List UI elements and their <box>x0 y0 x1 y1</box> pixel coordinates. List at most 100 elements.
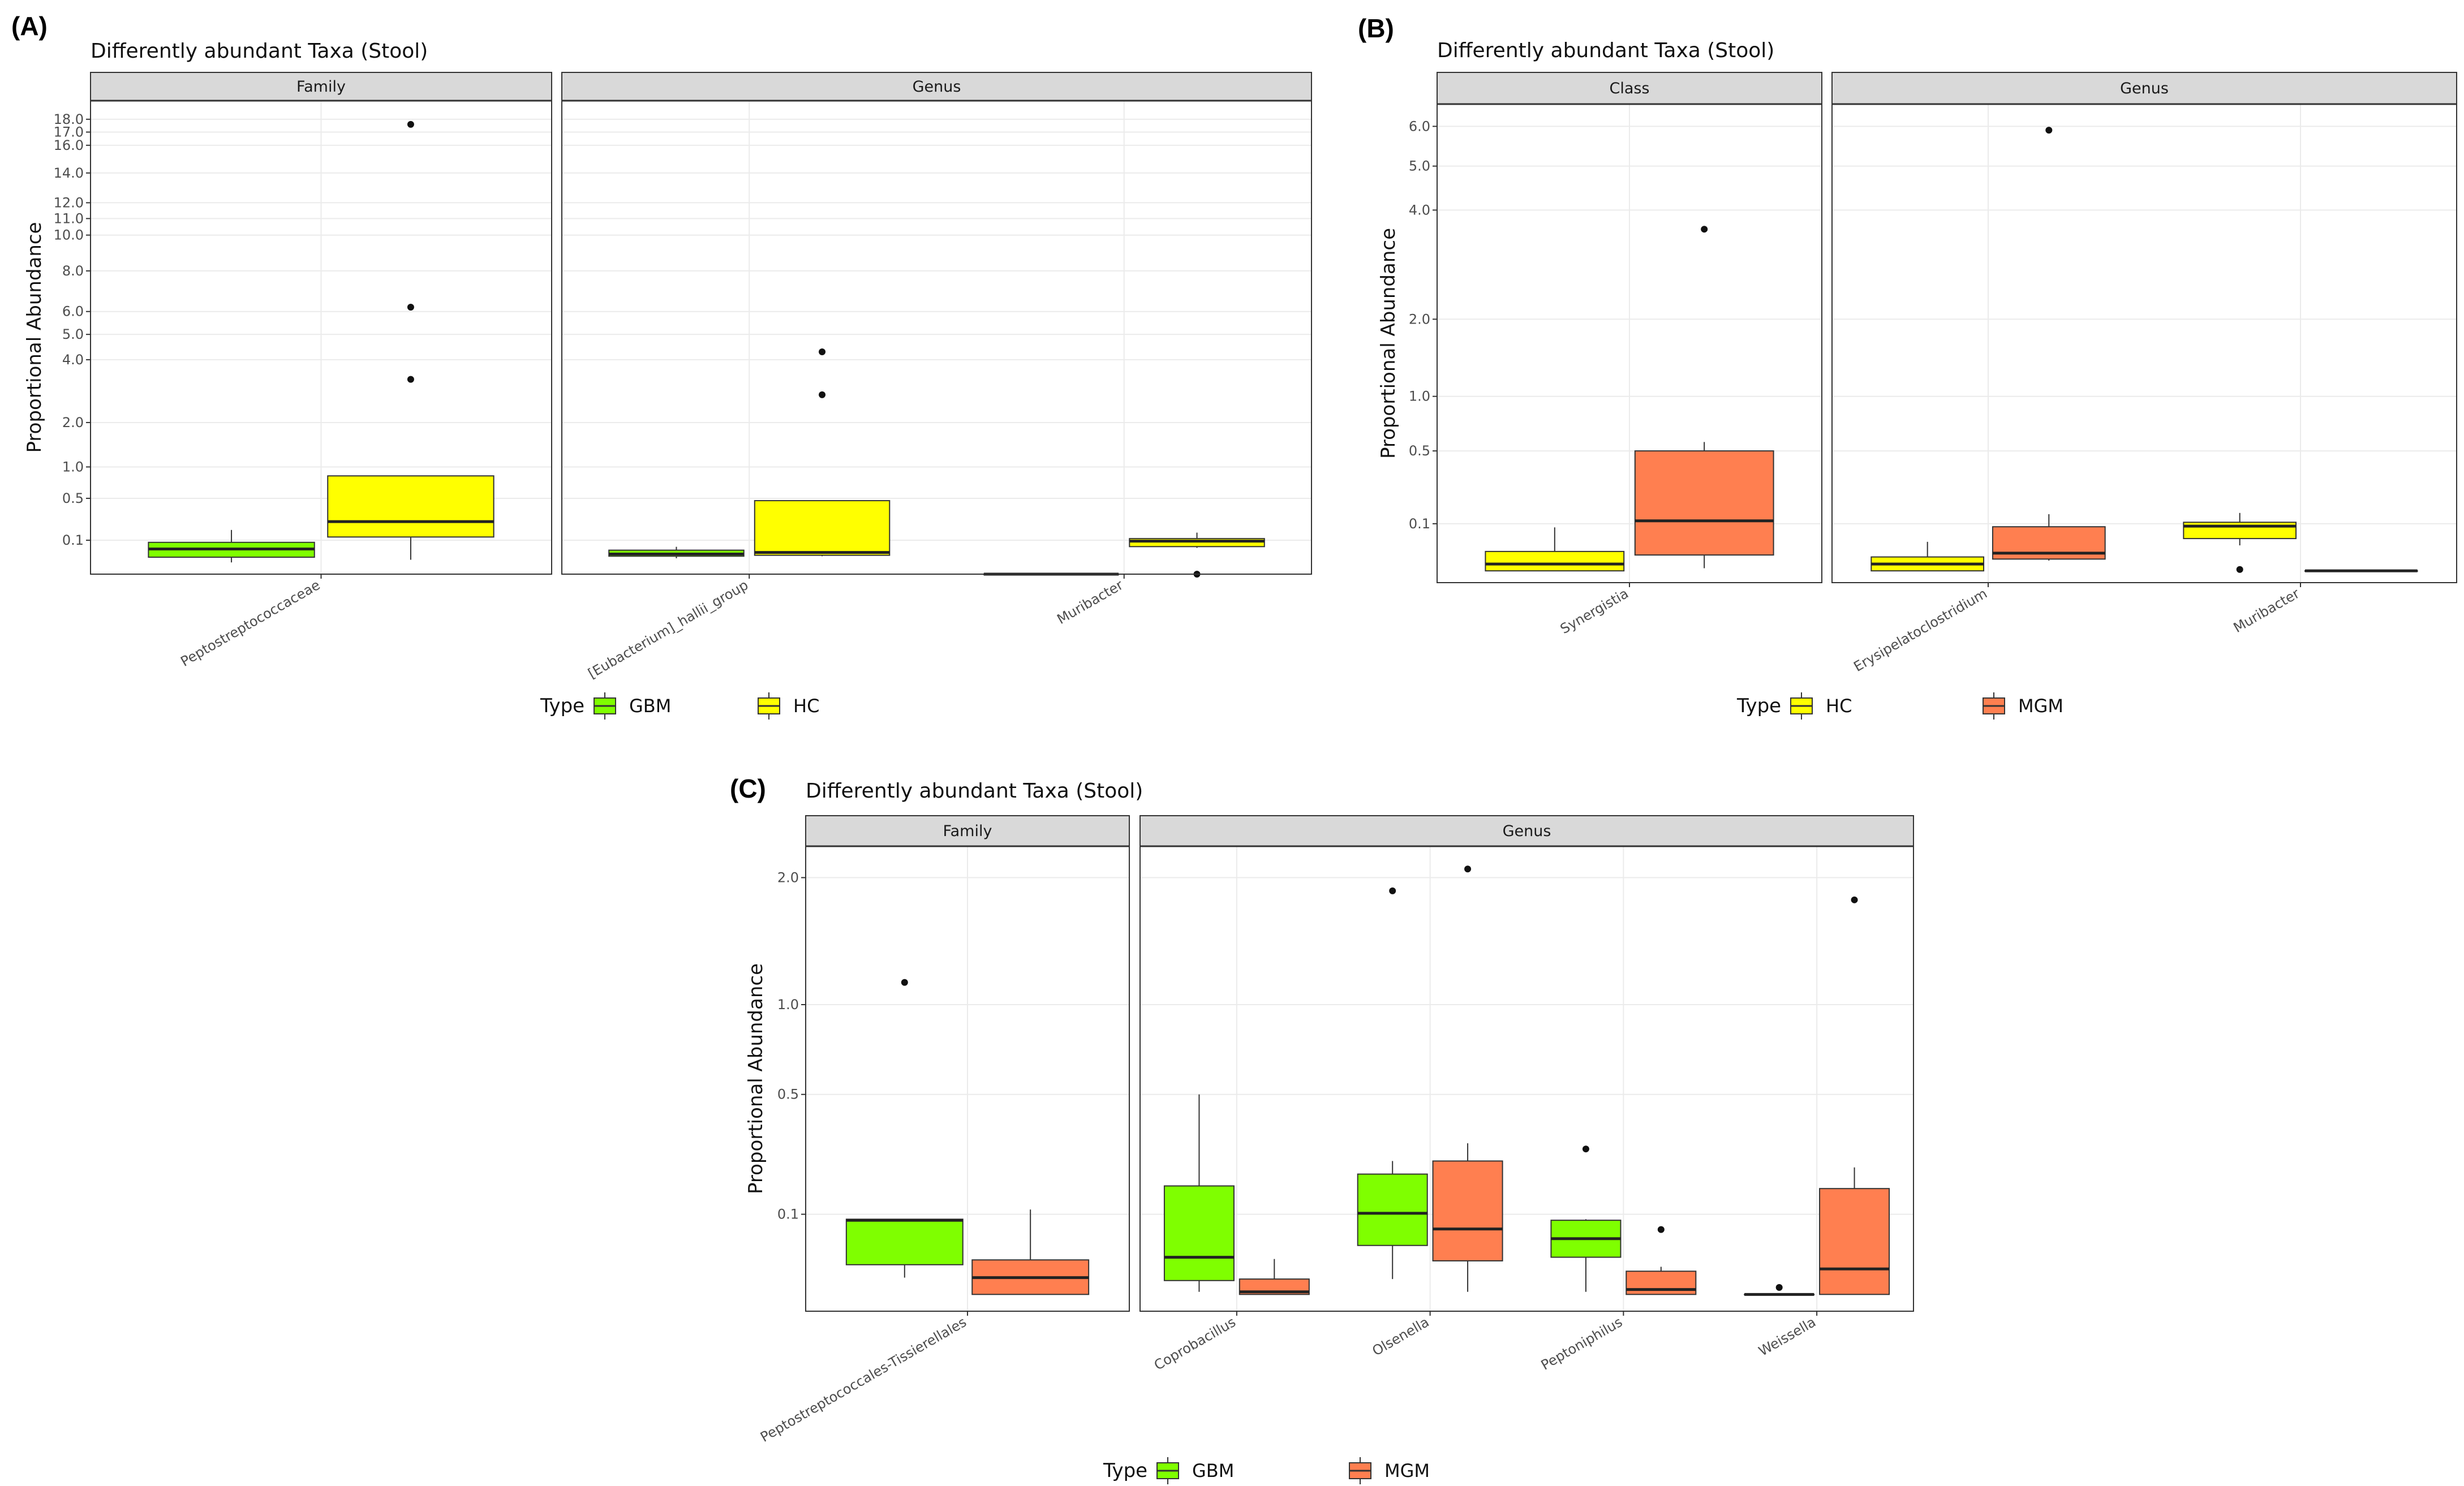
box-mgm <box>1634 226 1774 568</box>
box-gbm <box>1744 1284 1815 1296</box>
box-body <box>754 500 891 556</box>
box-body <box>1432 1160 1503 1261</box>
facet-strip <box>90 72 552 101</box>
plot-background <box>1832 104 2457 583</box>
y-tick-label: 1.0 <box>1409 389 1430 404</box>
box-hc <box>1870 541 1985 572</box>
box-gbm <box>148 529 315 563</box>
box-hc <box>754 348 891 557</box>
x-tick-label: Peptostreptococcaceae <box>178 577 322 670</box>
facet-strip-label: Family <box>296 78 346 96</box>
y-tick-label: 17.0 <box>54 124 84 140</box>
box-mgm <box>1819 896 1890 1295</box>
facet-strip <box>1831 72 2457 105</box>
legend-label-gbm: GBM <box>1192 1460 1234 1481</box>
y-tick-label: 0.5 <box>1409 443 1430 459</box>
outlier-point <box>407 376 414 383</box>
box-body <box>1819 1188 1890 1295</box>
y-tick-label: 5.0 <box>62 326 84 342</box>
outlier-point <box>1582 1145 1589 1153</box>
y-tick-label: 10.0 <box>54 227 84 243</box>
box-body <box>1485 550 1625 572</box>
panel-letter: (B) <box>1358 14 1394 43</box>
box-body <box>1634 450 1774 556</box>
y-axis-label: Proportional Abundance <box>745 963 767 1194</box>
facet-strip <box>805 815 1130 847</box>
facet-family: Family Peptostreptococcales-Tissierellale… <box>758 815 1130 1445</box>
outlier-point <box>1389 887 1396 894</box>
y-tick-label: 1.0 <box>62 459 84 475</box>
legend-label-mgm: MGM <box>1384 1460 1430 1481</box>
facet-family: Family Peptostreptococcaceae <box>90 72 552 670</box>
x-tick-label: [Eubacterium]_hallii_group <box>586 577 751 682</box>
y-tick-label: 4.0 <box>1409 202 1430 218</box>
box-gbm <box>1163 1094 1235 1292</box>
x-tick-label: Erysipelatoclostridium <box>1851 585 1990 675</box>
y-tick-label: 16.0 <box>54 137 84 153</box>
box-mgm <box>971 1209 1090 1295</box>
facet-genus: Genus [Eubacterium]_hallii_group Muribacte… <box>561 72 1312 682</box>
box-body <box>1357 1173 1428 1246</box>
outlier-point <box>1775 1284 1783 1291</box>
y-axis-label: Proportional Abundance <box>23 222 46 453</box>
y-tick-label: 0.1 <box>777 1207 799 1222</box>
facet-strip-label: Genus <box>1503 822 1551 840</box>
y-tick-label: 8.0 <box>62 263 84 279</box>
box-gbm <box>1550 1145 1622 1292</box>
y-tick-label: 18.0 <box>54 111 84 127</box>
y-tick-label: 2.0 <box>777 869 799 885</box>
outlier-point <box>901 979 908 986</box>
box-mgm <box>1432 865 1503 1292</box>
facet-genus: Genus Erysipelatoclostridium Muribacter <box>1831 72 2457 675</box>
facet-strip <box>561 72 1312 101</box>
facet-strip-label: Genus <box>913 78 961 96</box>
y-tick-label: 4.0 <box>62 352 84 368</box>
y-tick-label: 14.0 <box>54 165 84 181</box>
facet-class: Class Synergistia <box>1437 72 1822 637</box>
box-mgm <box>1992 127 2106 561</box>
chart-panel-A: (A) Differently abundant Taxa (Stool) Prop… <box>11 11 1312 720</box>
outlier-point <box>1701 226 1708 233</box>
outlier-point <box>1464 865 1472 873</box>
box-body <box>2183 522 2297 540</box>
x-tick-label: Coprobacillus <box>1151 1314 1239 1373</box>
facet-strip-label: Genus <box>2120 80 2169 97</box>
y-tick-label: 6.0 <box>62 304 84 320</box>
outlier-point <box>1851 896 1858 903</box>
box-gbm <box>845 979 964 1278</box>
y-tick-label: 2.0 <box>62 415 84 430</box>
box-body <box>1163 1185 1235 1281</box>
legend-label-mgm: MGM <box>2018 695 2063 717</box>
box-mgm <box>1239 1259 1310 1295</box>
x-tick-label: Peptoniphilus <box>1538 1314 1626 1373</box>
x-tick-label: Olsenella <box>1370 1314 1432 1359</box>
y-tick-label: 2.0 <box>1409 311 1430 327</box>
x-tick-label: Muribacter <box>1054 577 1125 627</box>
outlier-point <box>819 391 826 398</box>
chart-title: Differently abundant Taxa (Stool) <box>91 40 428 63</box>
legend-label-hc: HC <box>793 695 819 717</box>
box-hc <box>2183 512 2297 573</box>
outlier-point <box>2236 566 2243 573</box>
legend: Type GBM HC <box>540 692 819 720</box>
chart-title: Differently abundant Taxa (Stool) <box>1437 39 1774 62</box>
facet-strip <box>1139 815 1914 847</box>
y-tick-label: 11.0 <box>54 210 84 226</box>
y-tick-label: 5.0 <box>1409 158 1430 174</box>
plot-background <box>562 101 1311 574</box>
y-tick-label: 12.0 <box>54 195 84 210</box>
box-body <box>845 1218 964 1265</box>
y-tick-label: 0.5 <box>62 490 84 506</box>
x-tick-label: Peptostreptococcales-Tissierellales <box>758 1314 969 1445</box>
panel-letter: (C) <box>730 774 766 803</box>
legend-title: Type <box>1736 695 1781 717</box>
legend-title: Type <box>1103 1459 1147 1482</box>
chart-title: Differently abundant Taxa (Stool) <box>806 779 1143 803</box>
legend: Type GBM MGM <box>1103 1457 1430 1484</box>
outlier-point <box>407 304 414 311</box>
outlier-point <box>819 348 826 355</box>
chart-panel-C: (C) Differently abundant Taxa (Stool) Prop… <box>730 774 1914 1484</box>
y-tick-label: 6.0 <box>1409 118 1430 134</box>
y-axis-label: Proportional Abundance <box>1377 228 1400 459</box>
